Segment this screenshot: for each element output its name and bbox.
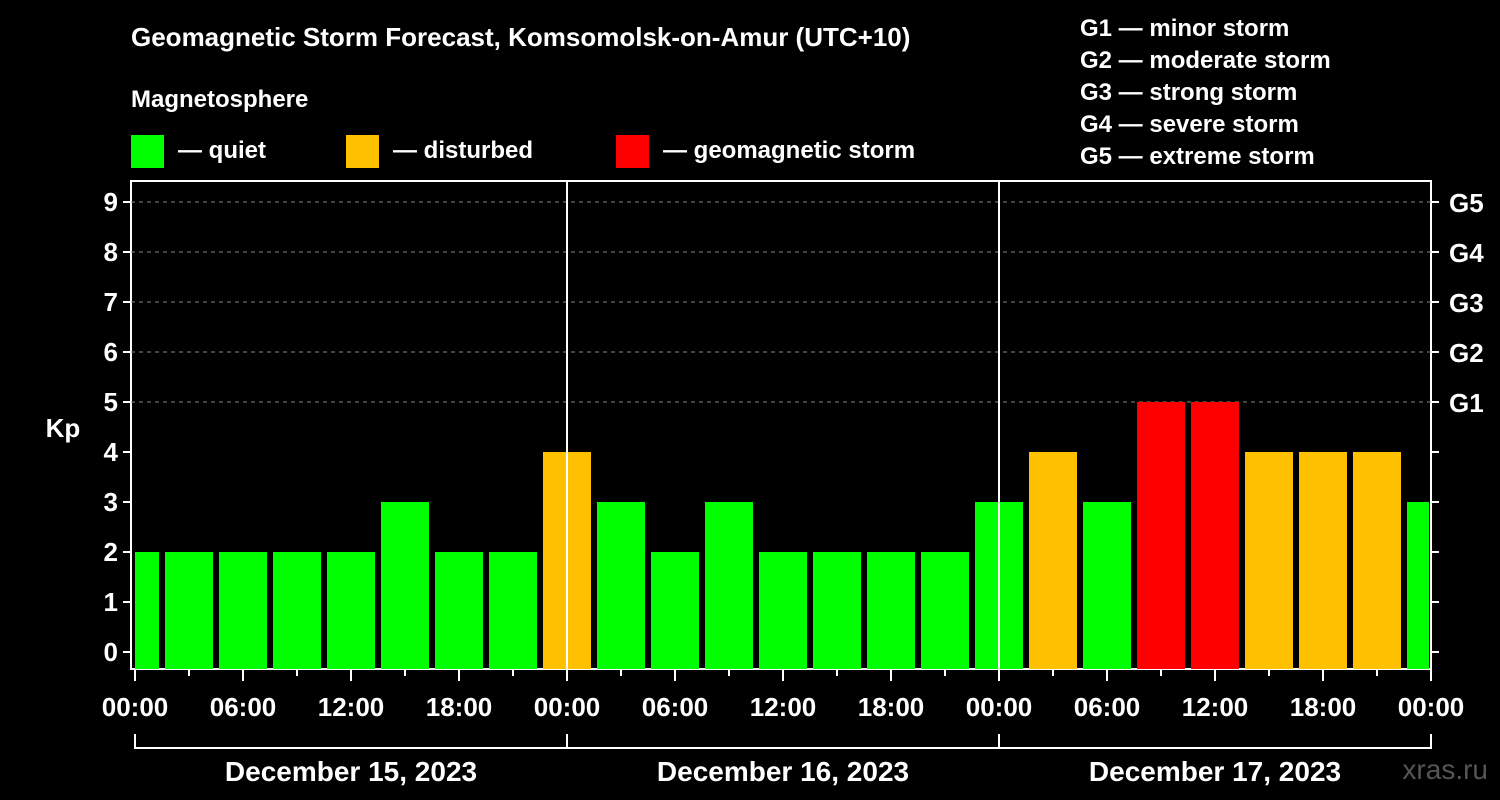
kp-bar-quiet xyxy=(327,552,375,669)
kp-bar-quiet xyxy=(597,502,645,669)
g-scale-item: G2 — moderate storm xyxy=(1080,47,1331,74)
x-tick-label: 00:00 xyxy=(102,692,169,722)
legend-item-storm: — geomagnetic storm xyxy=(616,134,915,168)
x-tick-label: 00:00 xyxy=(534,692,601,722)
kp-bar-quiet xyxy=(165,552,213,669)
x-tick-label: 12:00 xyxy=(750,692,817,722)
kp-bar-quiet xyxy=(273,552,321,669)
kp-bar-quiet xyxy=(489,552,537,669)
legend-swatch-storm xyxy=(616,134,649,168)
legend-label-quiet: — quiet xyxy=(178,137,266,164)
y-tick-label: 9 xyxy=(104,187,118,217)
kp-bar-storm xyxy=(1191,402,1239,669)
legend-item-quiet: — quiet xyxy=(131,134,266,168)
kp-bar-disturbed xyxy=(1353,452,1401,669)
x-tick-label: 12:00 xyxy=(318,692,385,722)
kp-bar-quiet xyxy=(759,552,807,669)
y-tick-label: 4 xyxy=(104,437,119,467)
day-label: December 17, 2023 xyxy=(1089,756,1341,787)
kp-bar-quiet xyxy=(651,552,699,669)
kp-bar-quiet xyxy=(867,552,915,669)
y-tick-label: 1 xyxy=(104,587,118,617)
y-axis-label: Kp xyxy=(46,413,81,443)
g-level-label: G3 xyxy=(1449,288,1484,318)
kp-bar-quiet xyxy=(1083,502,1131,669)
legend-heading: Magnetosphere xyxy=(131,86,309,113)
legend-item-disturbed: — disturbed xyxy=(346,134,533,168)
y-tick-label: 2 xyxy=(104,537,118,567)
x-tick-label: 00:00 xyxy=(1398,692,1465,722)
x-tick-label: 18:00 xyxy=(426,692,493,722)
kp-bar-quiet xyxy=(921,552,969,669)
x-tick-label: 12:00 xyxy=(1182,692,1249,722)
kp-bar-disturbed xyxy=(1029,452,1077,669)
watermark: xras.ru xyxy=(1402,754,1488,785)
g-scale-item: G4 — severe storm xyxy=(1080,111,1299,138)
legend-label-disturbed: — disturbed xyxy=(393,137,534,164)
x-tick-label: 06:00 xyxy=(210,692,277,722)
kp-bar-storm xyxy=(1137,402,1185,669)
day-label: December 16, 2023 xyxy=(657,756,909,787)
kp-bar-disturbed xyxy=(1299,452,1347,669)
kp-bar-quiet xyxy=(435,552,483,669)
x-tick-label: 18:00 xyxy=(1290,692,1357,722)
y-tick-label: 6 xyxy=(104,337,118,367)
chart-title: Geomagnetic Storm Forecast, Komsomolsk-o… xyxy=(131,22,911,52)
legend-label-storm: — geomagnetic storm xyxy=(663,137,916,164)
kp-bar-quiet xyxy=(135,552,159,669)
g-scale-legend: G1 — minor storm G2 — moderate storm G3 … xyxy=(1080,13,1331,173)
legend-swatch-disturbed xyxy=(346,134,379,168)
x-tick-label: 06:00 xyxy=(1074,692,1141,722)
g-level-label: G5 xyxy=(1449,188,1484,218)
kp-bar-quiet xyxy=(705,502,753,669)
g-level-label: G1 xyxy=(1449,388,1484,418)
kp-bar-quiet xyxy=(381,502,429,669)
kp-bar-quiet xyxy=(219,552,267,669)
y-tick-label: 8 xyxy=(104,237,118,267)
legend-swatch-quiet xyxy=(131,134,164,168)
x-tick-label: 00:00 xyxy=(966,692,1033,722)
g-scale-item: G5 — extreme storm xyxy=(1080,143,1315,170)
y-tick-label: 5 xyxy=(104,387,118,417)
g-scale-item: G3 — strong storm xyxy=(1080,79,1298,106)
g-level-label: G2 xyxy=(1449,338,1484,368)
kp-bar-disturbed xyxy=(1245,452,1293,669)
y-tick-label: 0 xyxy=(104,637,118,667)
y-tick-label: 7 xyxy=(104,287,118,317)
kp-bar-quiet xyxy=(813,552,861,669)
g-scale-item: G1 — minor storm xyxy=(1080,15,1290,42)
day-label: December 15, 2023 xyxy=(225,756,477,787)
g-level-label: G4 xyxy=(1449,238,1484,268)
x-tick-label: 06:00 xyxy=(642,692,709,722)
x-tick-label: 18:00 xyxy=(858,692,925,722)
kp-bar-quiet xyxy=(1407,502,1429,669)
y-tick-label: 3 xyxy=(104,487,118,517)
